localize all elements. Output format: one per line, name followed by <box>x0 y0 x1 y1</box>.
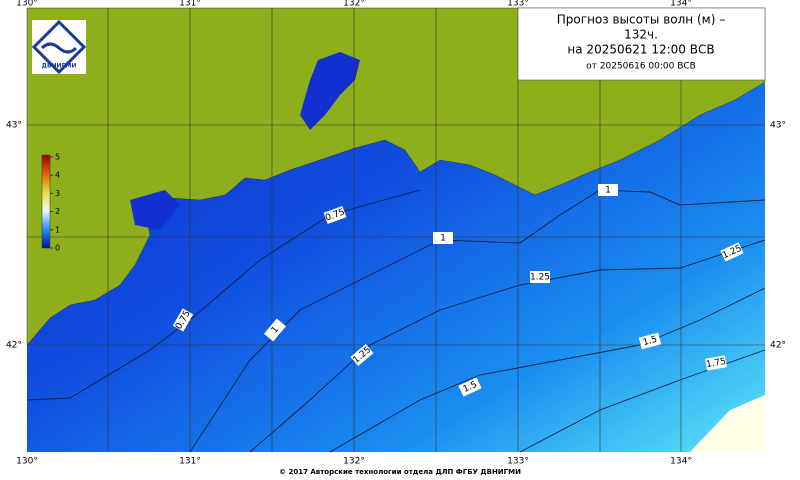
subtitle: от 20250616 00:00 ВСВ <box>586 62 696 72</box>
contour-label-text: 1.5 <box>642 335 658 348</box>
contour-label: 1.75 <box>705 355 727 371</box>
title-box <box>517 7 766 81</box>
lat-label: 42° <box>770 341 786 351</box>
lon-label: 131° <box>179 457 201 467</box>
footer: © 2017 Авторские технологии отдела ДЛП Ф… <box>279 468 521 476</box>
lon-label: 131° <box>179 0 201 9</box>
contour-label-bg <box>705 355 727 371</box>
logo-text: ДВНИГМИ <box>42 63 77 70</box>
grid <box>27 8 765 452</box>
contour-label-text: 1 <box>605 186 611 196</box>
contour-label-text: 1 <box>270 325 281 336</box>
contour-label: 1 <box>433 232 453 244</box>
contour-label-bg <box>433 232 453 244</box>
lon-label: 133° <box>507 0 529 9</box>
lat-label: 43° <box>770 121 786 131</box>
contour-label-text: 1 <box>440 234 446 244</box>
contour-label: 1 <box>263 318 287 342</box>
contour-label-bg <box>638 332 662 350</box>
contour-label: 1.5 <box>638 332 662 350</box>
lat-label: 42° <box>6 341 22 351</box>
colorbar-ticks: 0 1 2 3 4 5 <box>50 153 60 253</box>
lon-label: 132° <box>343 457 365 467</box>
contour-label-text: 1.25 <box>530 273 550 283</box>
title: 132ч. <box>624 28 658 42</box>
contour-label-bg <box>720 242 744 262</box>
calm-zone <box>690 395 765 452</box>
lon-label: 132° <box>343 0 365 9</box>
contour-label-bg <box>350 343 374 367</box>
lat-label: 43° <box>6 121 22 131</box>
contour-label: 1.25 <box>530 271 550 283</box>
colorbar-tick-label: 5 <box>55 153 60 162</box>
contour-label-bg <box>323 205 347 225</box>
contour-label-bg <box>263 318 287 342</box>
colorbar-tick-label: 0 <box>55 244 60 253</box>
bay <box>130 190 180 230</box>
lon-label: 130° <box>16 457 38 467</box>
contour-label: 1 <box>598 184 618 196</box>
title: Прогноз высоты волн (м) – <box>557 13 725 27</box>
colorbar-tick-label: 1 <box>55 225 60 234</box>
logo: ДВНИГМИ <box>31 19 87 75</box>
lon-label: 134° <box>670 0 692 9</box>
lon-label: 130° <box>16 0 38 9</box>
colorbar-tick-label: 3 <box>55 189 60 198</box>
contour-label-bg <box>172 308 194 332</box>
title: на 20250621 12:00 ВСВ <box>567 43 714 57</box>
contour-label-bg <box>530 271 550 283</box>
bay <box>300 52 360 130</box>
contour-label-bg <box>598 184 618 196</box>
land <box>26 7 766 346</box>
contour-label: 1.5 <box>458 377 482 397</box>
colorbar-tick-label: 4 <box>55 171 60 180</box>
contour-label-text: 1.75 <box>705 357 726 370</box>
lon-label: 134° <box>670 457 692 467</box>
lon-label: 133° <box>507 457 529 467</box>
colorbar <box>41 154 51 249</box>
contour-label-bg <box>458 377 482 397</box>
colorbar-tick-label: 2 <box>55 207 60 216</box>
